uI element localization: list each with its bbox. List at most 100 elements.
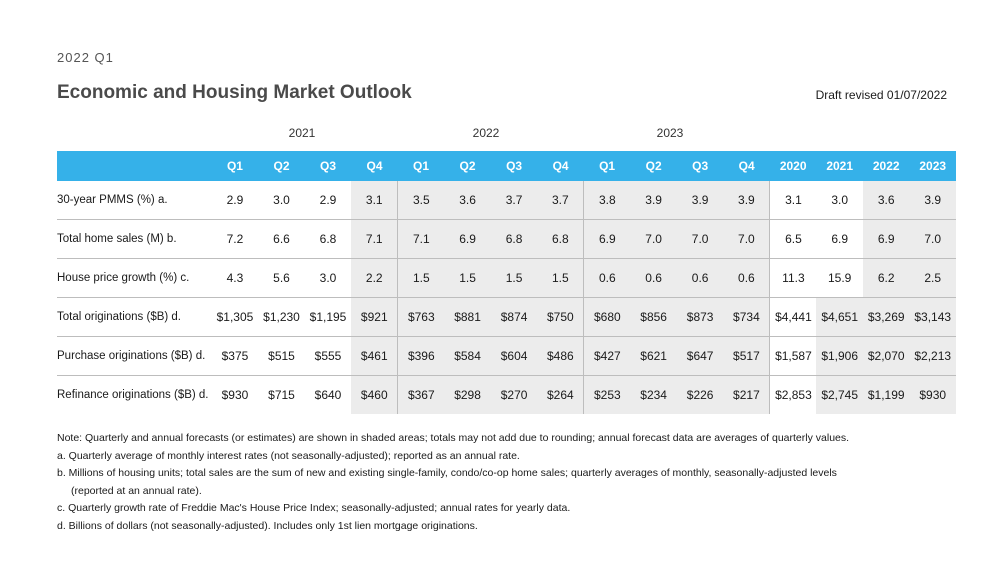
table-cell: $486: [537, 336, 584, 376]
table-cell: 6.2: [862, 258, 910, 298]
table-cell: $4,651: [816, 297, 863, 337]
table-cell: $4,441: [769, 297, 817, 337]
table-cell: 1.5: [490, 258, 538, 298]
table-cell: $715: [258, 375, 305, 414]
table-cell: $930: [211, 375, 259, 414]
year-label-2022: 2022: [472, 126, 500, 140]
table-cell: $226: [676, 375, 724, 414]
table-cell: 7.0: [909, 219, 956, 259]
table-cell: $253: [583, 375, 631, 414]
page-title: Economic and Housing Market Outlook: [57, 82, 412, 103]
note-main: Note: Quarterly and annual forecasts (or…: [57, 432, 850, 444]
table-cell: 1.5: [397, 258, 445, 298]
column-header: 2022: [862, 151, 910, 181]
table-cell: $427: [583, 336, 631, 376]
footnotes: Note: Quarterly and annual forecasts (or…: [57, 430, 957, 535]
table-cell: 3.0: [831, 193, 849, 207]
table-cell: $3,143: [909, 297, 956, 337]
table-cell: $1,230: [258, 297, 305, 337]
table-cell: $2,853: [769, 375, 817, 414]
row-label: House price growth (%) c.: [57, 258, 212, 298]
table-cell: 7.0: [723, 219, 770, 259]
table-cell: $1,199: [862, 375, 910, 414]
table-cell: 2.9: [319, 193, 337, 207]
table-cell: 3.9: [723, 181, 770, 220]
table-cell: 7.1: [397, 219, 445, 259]
table-cell: 7.0: [676, 219, 724, 259]
header-cell-label: [57, 151, 212, 181]
table-cell: $881: [444, 297, 491, 337]
column-header: 2021: [816, 151, 863, 181]
column-header: Q1: [211, 151, 259, 181]
table-cell: $2,213: [909, 336, 956, 376]
column-header: Q3: [304, 151, 352, 181]
table-cell: 6.9: [444, 219, 491, 259]
row-label: Total home sales (M) b.: [57, 219, 212, 259]
year-group-labels: 2021 2022 2023: [0, 126, 1000, 142]
table-cell: 1.5: [537, 258, 584, 298]
table-cell: 2.5: [909, 258, 956, 298]
table-cell: 3.6: [444, 181, 491, 220]
column-header: Q2: [630, 151, 677, 181]
table-cell: 0.6: [676, 258, 724, 298]
row-label: Refinance originations ($B) d.: [57, 375, 212, 414]
table-cell: 6.8: [490, 219, 538, 259]
column-header: Q1: [583, 151, 631, 181]
table-cell: $2,745: [816, 375, 863, 414]
table-cell: $375: [211, 336, 259, 376]
table-cell: 6.9: [583, 219, 631, 259]
column-header: Q4: [723, 151, 770, 181]
column-header: 2020: [769, 151, 817, 181]
table-cell: $750: [537, 297, 584, 337]
table-cell: 0.6: [723, 258, 770, 298]
table-cell: 3.7: [490, 181, 538, 220]
table-cell: $270: [490, 375, 538, 414]
table-row: 30-year PMMS (%) a. 2.9 3.0 2.9 3.1 3.5 3.6 3.7…: [57, 181, 956, 220]
note-a: a. Quarterly average of monthly interest…: [57, 449, 520, 462]
table-cell: 3.7: [537, 181, 584, 220]
column-header: Q2: [258, 151, 305, 181]
row-label: 30-year PMMS (%) a.: [57, 194, 168, 206]
table-row: Total originations ($B) d. $1,305 $1,230 $1…: [57, 297, 956, 337]
table-cell: 3.5: [397, 181, 445, 220]
table-cell: $2,070: [862, 336, 910, 376]
table-cell: $234: [630, 375, 677, 414]
table-cell: $367: [397, 375, 445, 414]
column-header: Q1: [397, 151, 445, 181]
table-cell: $461: [351, 336, 398, 376]
column-header: 2023: [909, 151, 956, 181]
table-cell: $264: [537, 375, 584, 414]
table-cell: $555: [304, 336, 352, 376]
table-cell: 6.5: [769, 219, 817, 259]
table-cell: $460: [351, 375, 398, 414]
table-cell: 3.9: [676, 181, 724, 220]
row-label: Purchase originations ($B) d.: [57, 336, 212, 376]
period-label: 2022 Q1: [57, 50, 114, 65]
table-cell: 3.8: [583, 181, 631, 220]
table-row: House price growth (%) c. 4.3 5.6 3.0 2.2 1.5…: [57, 258, 956, 298]
table-cell: 3.0: [273, 193, 290, 207]
table-cell: $1,906: [816, 336, 863, 376]
table-header-row: Q1 Q2 Q3 Q4 Q1 Q2 Q3 Q4 Q1 Q2 Q3 Q4 2020 2021 2022 2023: [57, 151, 956, 181]
draft-revised-label: Draft revised 01/07/2022: [815, 88, 947, 102]
table-cell: 7.1: [351, 219, 398, 259]
table-cell: $396: [397, 336, 445, 376]
table-cell: 7.0: [630, 219, 677, 259]
table-cell: $1,195: [304, 297, 352, 337]
table-cell: 6.6: [258, 219, 305, 259]
column-header: Q3: [676, 151, 724, 181]
table-row: Refinance originations ($B) d. $930 $715 $6…: [57, 375, 956, 414]
table-cell: $647: [676, 336, 724, 376]
table-row: Purchase originations ($B) d. $375 $515 $55…: [57, 336, 956, 376]
outlook-table: Q1 Q2 Q3 Q4 Q1 Q2 Q3 Q4 Q1 Q2 Q3 Q4 2020 2021 2022 2023…: [57, 151, 956, 414]
note-b-continued: (reported at an annual rate).: [71, 484, 202, 497]
table-cell: $3,269: [862, 297, 910, 337]
table-cell: 6.9: [862, 219, 910, 259]
table-cell: 15.9: [816, 258, 863, 298]
table-cell: 0.6: [583, 258, 631, 298]
table-cell: 4.3: [211, 258, 259, 298]
table-cell: 3.6: [862, 181, 910, 220]
table-cell: $680: [583, 297, 631, 337]
table-cell: 5.6: [258, 258, 305, 298]
table-cell: 2.2: [351, 258, 398, 298]
